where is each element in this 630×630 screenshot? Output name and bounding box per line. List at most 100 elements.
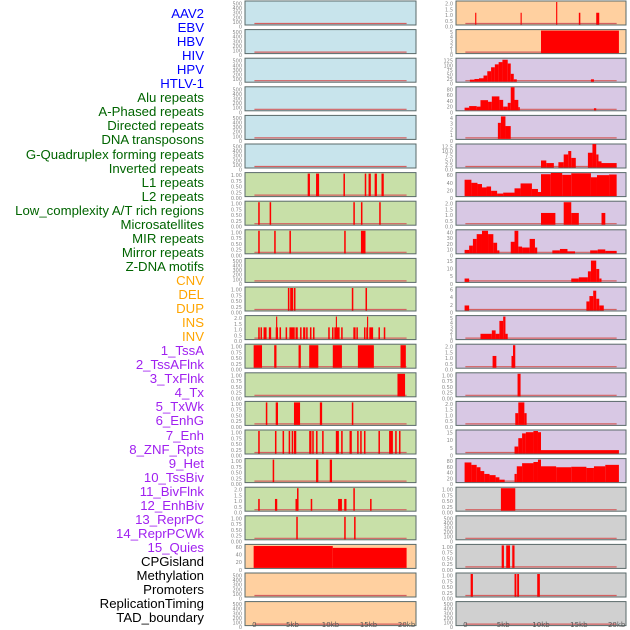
y-tick-label: 0.25 [442,591,453,597]
data-bar [464,249,470,254]
y-tick-label: 0 [450,82,453,88]
y-tick-label: 0 [239,53,242,59]
x-tick-label: 0 [463,621,467,629]
data-bar [464,179,472,197]
y-tick-label: 1.5 [234,322,242,328]
y-tick-label: 10.0 [442,149,453,155]
data-bar [309,345,319,368]
y-tick-label: 300 [232,11,242,17]
y-tick-label: 1.00 [231,402,242,408]
y-tick-label: 0.5 [445,419,453,425]
data-bar [597,249,606,254]
data-bar [492,355,497,368]
data-bar [503,316,506,340]
data-bar [253,546,333,568]
data-bar [258,498,260,511]
y-tick-label: 40 [447,230,453,236]
y-tick-label: 3 [450,122,453,128]
data-bar [258,202,260,225]
y-tick-label: 0.00 [231,539,242,545]
y-tick-label: 400 [232,264,242,270]
data-bar [332,327,334,340]
y-tick-label: 200 [443,530,453,536]
panel-background [455,57,627,83]
data-bar [599,305,604,311]
data-bar [312,327,315,340]
y-tick-label: 300 [232,611,242,617]
y-tick-label: 0 [239,82,242,88]
y-tick-label: 60 [236,545,242,551]
y-tick-label: 0.50 [442,585,453,591]
y-tick-label: 100 [232,621,242,627]
y-tick-label: 3 [450,39,453,45]
y-tick-label: 200 [232,158,242,164]
y-tick-label: 400 [232,63,242,69]
data-bar [522,247,530,254]
data-bar [578,277,588,282]
track-panel: 1.000.750.500.250.00 [442,372,627,402]
y-tick-label: 0 [450,311,453,317]
y-tick-label: 400 [232,578,242,584]
data-bar [510,73,514,82]
track-label: INV [182,329,204,345]
data-bar [480,471,485,483]
y-tick-label: 0.25 [231,476,242,482]
y-tick-label: 1.0 [445,213,453,219]
y-tick-label: 300 [232,97,242,103]
y-tick-label: 75 [447,68,453,74]
data-bar [289,327,295,340]
y-tick-label: 0 [450,339,453,345]
data-bar [351,402,354,425]
y-tick-label: 500 [232,259,242,265]
y-tick-label: 1.00 [231,516,242,522]
panel-background [455,372,627,398]
data-bar [369,327,374,340]
y-tick-label: 0.75 [442,551,453,557]
x-tick-label: 15kb [360,621,378,629]
data-bar [363,431,366,454]
y-tick-label: 5 [450,274,453,280]
y-tick-label: 40 [447,471,453,477]
data-bar [344,230,346,254]
data-bar [309,431,312,454]
y-tick-label: 0.00 [231,454,242,460]
y-tick-label: 0.00 [231,311,242,317]
data-bar [400,345,406,368]
y-tick-label: 0.50 [231,356,242,362]
data-bar [550,172,563,197]
data-bar [497,250,500,254]
track-label: INS [182,315,204,331]
track-panel: 1.000.750.500.250.00 [231,229,417,259]
y-tick-label: 1.0 [445,356,453,362]
data-bar [272,459,275,483]
data-bar [260,327,263,340]
y-tick-label: 0 [450,482,453,488]
panel-background [244,343,417,369]
y-tick-label: 0.00 [231,368,242,374]
track-panel: 2.01.51.00.50.0 [445,0,627,31]
data-bar [522,433,526,454]
y-tick-label: 0.50 [231,442,242,448]
y-tick-label: 0.25 [231,248,242,254]
data-bar [493,242,498,254]
data-bar [291,431,294,454]
data-bar [558,162,564,168]
track-label: 12_EnhBiv [140,497,204,513]
data-bar [537,459,541,483]
track-label: 9_Het [168,455,204,471]
data-bar [363,327,366,340]
data-bar [491,190,498,197]
y-tick-label: 300 [443,611,453,617]
data-bar [514,574,517,597]
y-tick-label: 0 [239,282,242,288]
data-bar [524,413,527,425]
track-label: Promoters [143,582,204,598]
data-bar [296,516,298,540]
data-bar [500,116,506,139]
y-tick-label: 10 [447,438,453,444]
